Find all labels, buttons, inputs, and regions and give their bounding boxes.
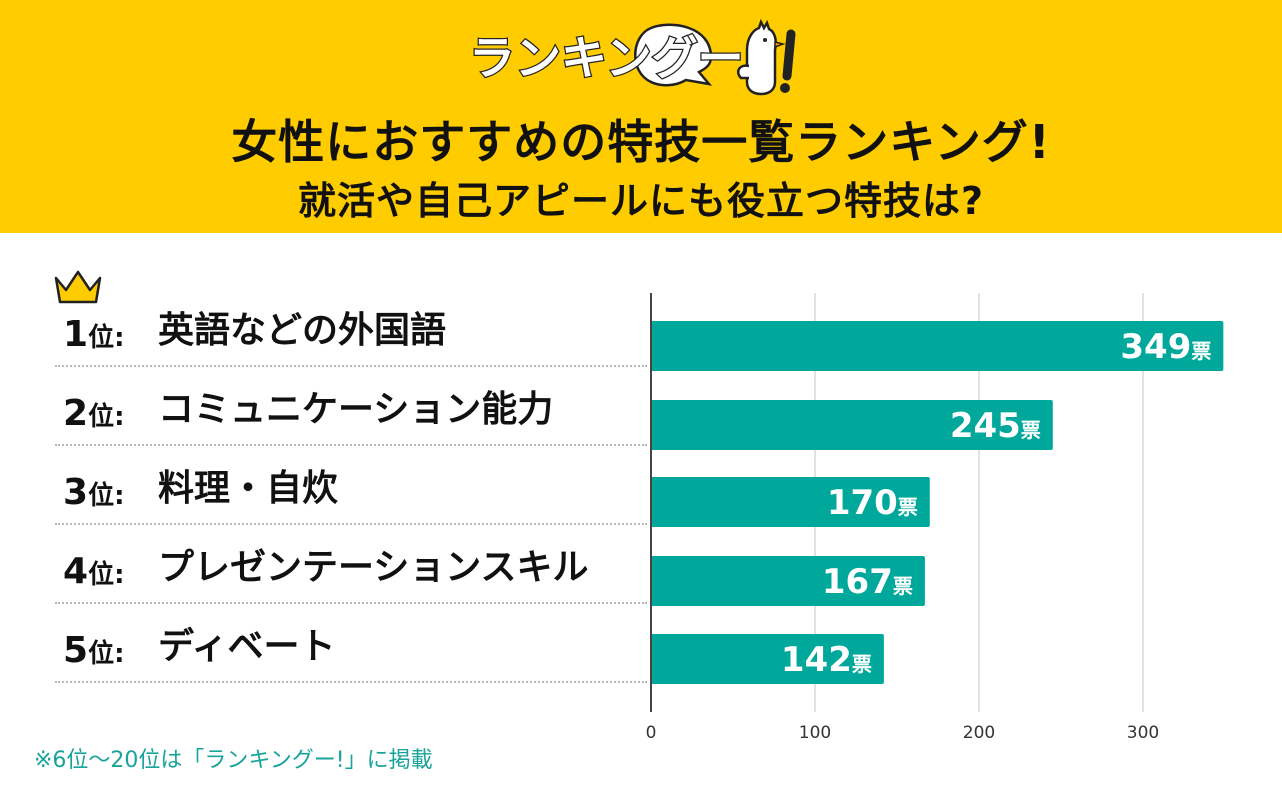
ranking-row-5: 5位: ディベート — [55, 604, 647, 683]
footnote[interactable]: ※6位〜20位は「ランキングー!」に掲載 — [34, 748, 433, 773]
page-title: 女性におすすめの特技一覧ランキング! — [231, 115, 1051, 169]
rank-suffix: 位: — [88, 639, 125, 669]
data-label: 170票 — [827, 483, 918, 523]
data-label: 245票 — [950, 406, 1041, 446]
x-tick-label: 0 — [646, 723, 657, 743]
rank-suffix: 位: — [88, 402, 125, 432]
x-tick-label: 200 — [963, 723, 995, 743]
bar — [651, 321, 1224, 371]
rank-number: 3 — [63, 472, 89, 513]
bar — [651, 556, 925, 606]
ranking-row-1: 1位: 英語などの外国語 — [55, 288, 647, 367]
x-tick-label: 100 — [799, 723, 831, 743]
rank-number: 1 — [63, 314, 89, 355]
rank-number: 2 — [63, 393, 89, 434]
category-label: 英語などの外国語 — [158, 310, 447, 351]
header-banner: ランキングー! 女性におすすめの特技一覧ランキング! 就活や自己アピールにも役立… — [0, 0, 1282, 233]
data-label: 349票 — [1120, 327, 1211, 367]
ranking-row-4: 4位: プレゼンテーションスキル — [55, 525, 647, 604]
rank-label: 4位: — [63, 551, 124, 592]
bar — [651, 477, 930, 527]
data-label: 167票 — [822, 562, 913, 602]
rank-label: 5位: — [63, 630, 124, 671]
site-logo[interactable]: ランキングー! — [0, 14, 1282, 100]
category-label: プレゼンテーションスキル — [158, 547, 589, 588]
rank-suffix: 位: — [88, 481, 125, 511]
logo-text: ランキングー! — [469, 31, 765, 85]
bar — [651, 634, 884, 684]
x-tick-label: 300 — [1127, 723, 1159, 743]
rank-suffix: 位: — [88, 323, 125, 353]
category-label: 料理・自炊 — [158, 468, 339, 509]
crown-icon — [52, 266, 104, 310]
ranking-row-3: 3位: 料理・自炊 — [55, 446, 647, 525]
rank-label: 3位: — [63, 472, 124, 513]
ranking-row-2: 2位: コミュニケーション能力 — [55, 367, 647, 446]
data-label: 142票 — [781, 640, 872, 680]
page-subtitle: 就活や自己アピールにも役立つ特技は? — [297, 179, 985, 223]
chicken-logo-icon: ランキングー! — [468, 18, 796, 96]
rank-label: 1位: — [63, 314, 124, 355]
rank-number: 5 — [63, 630, 89, 671]
rank-number: 4 — [63, 551, 89, 592]
category-label: ディベート — [158, 626, 336, 667]
bar — [651, 400, 1053, 450]
category-label: コミュニケーション能力 — [158, 389, 554, 430]
rank-label: 2位: — [63, 393, 124, 434]
rank-suffix: 位: — [88, 560, 125, 590]
